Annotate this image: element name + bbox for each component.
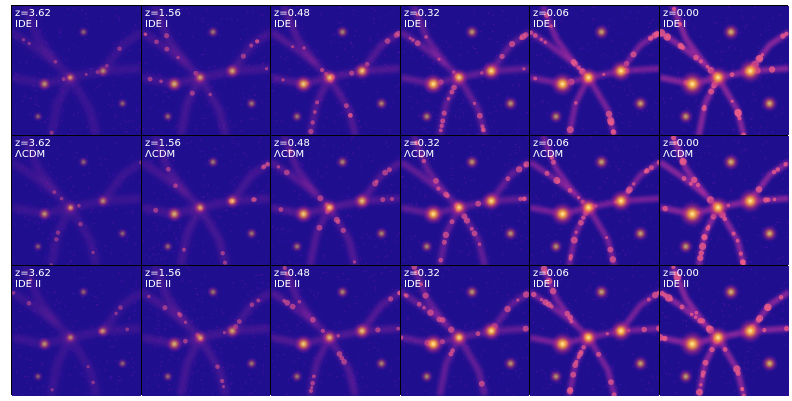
- redshift-label: z=0.00: [663, 8, 699, 19]
- density-map: [530, 266, 659, 396]
- panel-ide-i-3: z=0.48 IDE I: [271, 6, 400, 135]
- density-map: [12, 266, 141, 396]
- redshift-label: z=0.00: [663, 138, 699, 149]
- redshift-label: z=3.62: [15, 8, 51, 19]
- model-label: IDE II: [274, 279, 301, 290]
- panel-ide-ii-6: z=0.00 IDE II: [660, 266, 789, 396]
- panel-ide-i-5: z=0.06 IDE I: [530, 6, 659, 135]
- panel-ide-ii-3: z=0.48 IDE II: [271, 266, 400, 396]
- panel-lcdm-4: z=0.32 ΛCDM: [401, 136, 529, 265]
- density-map: [660, 266, 789, 396]
- redshift-label: z=0.48: [274, 138, 310, 149]
- redshift-label: z=0.48: [274, 8, 310, 19]
- model-label: IDE I: [533, 19, 557, 30]
- model-label: ΛCDM: [533, 149, 564, 160]
- panel-ide-ii-5: z=0.06 IDE II: [530, 266, 659, 396]
- density-map: [12, 136, 141, 265]
- panel-ide-i-1: z=3.62 IDE I: [12, 6, 141, 135]
- panel-lcdm-2: z=1.56 ΛCDM: [142, 136, 270, 265]
- density-map: [142, 266, 270, 396]
- model-label: IDE II: [533, 279, 560, 290]
- redshift-label: z=0.06: [533, 268, 569, 279]
- redshift-label: z=0.00: [663, 268, 699, 279]
- density-map: [142, 6, 270, 135]
- panel-ide-i-2: z=1.56 IDE I: [142, 6, 270, 135]
- density-map: [530, 6, 659, 135]
- panel-lcdm-3: z=0.48 ΛCDM: [271, 136, 400, 265]
- model-label: IDE I: [274, 19, 298, 30]
- density-map: [660, 136, 789, 265]
- density-map: [530, 136, 659, 265]
- model-label: ΛCDM: [663, 149, 694, 160]
- density-map: [401, 136, 529, 265]
- panel-lcdm-6: z=0.00 ΛCDM: [660, 136, 789, 265]
- density-map: [12, 6, 141, 135]
- model-label: IDE I: [663, 19, 687, 30]
- density-map: [271, 266, 400, 396]
- model-label: IDE II: [15, 279, 42, 290]
- redshift-label: z=0.32: [404, 268, 440, 279]
- model-label: IDE II: [145, 279, 172, 290]
- redshift-label: z=3.62: [15, 268, 51, 279]
- redshift-label: z=0.06: [533, 138, 569, 149]
- redshift-label: z=3.62: [15, 138, 51, 149]
- panel-ide-ii-2: z=1.56 IDE II: [142, 266, 270, 396]
- density-map: [142, 136, 270, 265]
- density-map: [271, 6, 400, 135]
- model-label: IDE II: [404, 279, 431, 290]
- redshift-label: z=0.32: [404, 8, 440, 19]
- model-label: ΛCDM: [274, 149, 305, 160]
- model-label: IDE II: [663, 279, 690, 290]
- panel-lcdm-5: z=0.06 ΛCDM: [530, 136, 659, 265]
- redshift-label: z=0.06: [533, 8, 569, 19]
- redshift-label: z=1.56: [145, 268, 181, 279]
- model-label: IDE I: [145, 19, 169, 30]
- redshift-label: z=0.32: [404, 138, 440, 149]
- density-map: [401, 266, 529, 396]
- model-label: ΛCDM: [15, 149, 46, 160]
- redshift-label: z=1.56: [145, 8, 181, 19]
- model-label: ΛCDM: [145, 149, 176, 160]
- redshift-label: z=1.56: [145, 138, 181, 149]
- density-map: [401, 6, 529, 135]
- panel-ide-ii-1: z=3.62 IDE II: [12, 266, 141, 396]
- model-label: IDE I: [15, 19, 39, 30]
- panel-ide-i-6: z=0.00 IDE I: [660, 6, 789, 135]
- density-map: [271, 136, 400, 265]
- panel-ide-i-4: z=0.32 IDE I: [401, 6, 529, 135]
- panel-ide-ii-4: z=0.32 IDE II: [401, 266, 529, 396]
- panel-lcdm-1: z=3.62 ΛCDM: [12, 136, 141, 265]
- model-label: IDE I: [404, 19, 428, 30]
- redshift-label: z=0.48: [274, 268, 310, 279]
- density-map: [660, 6, 789, 135]
- model-label: ΛCDM: [404, 149, 435, 160]
